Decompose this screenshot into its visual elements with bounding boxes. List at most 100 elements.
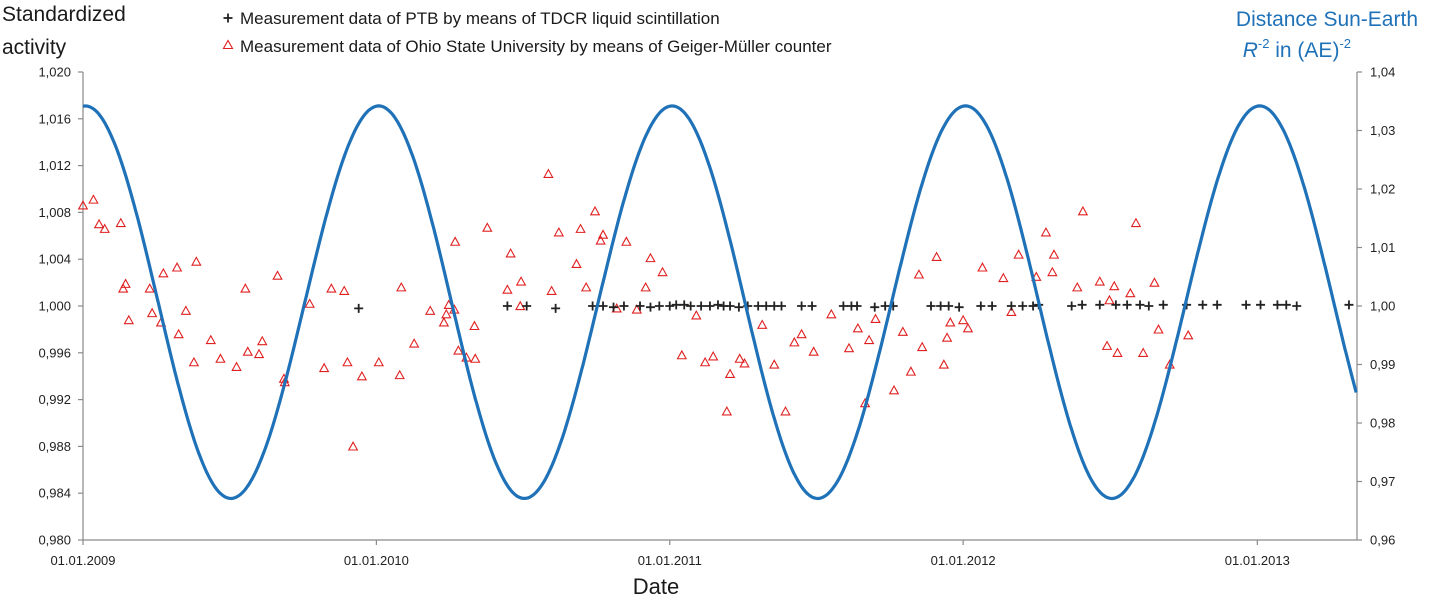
data-point-ohio [962,322,974,333]
y2-tick-label: 0,99 [1370,357,1395,372]
data-point-ohio [1130,217,1142,228]
data-point-ohio [780,405,791,416]
y2-tick-label: 0,96 [1370,533,1395,548]
data-point-ohio [789,336,800,347]
data-point-ptb [635,301,645,311]
y-tick-label: 1,008 [38,205,71,220]
legend-ohio-marker [222,39,234,50]
data-point-ptb [1144,301,1154,311]
data-point-ohio [117,283,129,293]
data-point-ohio [957,314,969,325]
data-point-ohio [469,320,480,331]
y2-tick-label: 1,03 [1370,123,1395,138]
data-point-ptb [1028,301,1038,311]
data-point-ohio [1006,306,1017,317]
data-point-ohio [734,353,745,363]
data-point-ohio [580,281,592,292]
y2-axis-title-r: R [1243,39,1258,62]
data-point-ohio [318,362,330,373]
data-point-ptb [671,300,681,310]
data-point-ptb [551,303,561,313]
data-point-ohio [888,384,900,395]
data-point-ptb [1281,300,1291,310]
data-point-ohio [913,269,925,279]
data-point-ohio [257,335,268,346]
data-point-ohio [123,314,135,325]
y-axis-title-line1: Standardized [2,3,126,26]
data-point-ptb [880,301,890,311]
data-point-ohio [188,356,200,367]
data-point-ohio [870,313,881,324]
y2-tick-label: 0,97 [1370,474,1395,489]
data-point-ohio [657,266,668,277]
data-point-ohio [396,281,407,292]
data-point-ohio [272,270,283,280]
y2-tick-label: 0,98 [1370,416,1395,431]
data-point-ohio [342,356,353,367]
data-point-ohio [253,348,265,359]
data-point-ptb [1067,301,1077,311]
y-tick-label: 1,020 [38,65,71,80]
data-point-ohio [171,262,183,272]
data-point-ohio [721,405,733,416]
legend-ohio-label: Measurement data of Ohio State Universit… [240,37,832,56]
data-point-ohio [1072,281,1083,292]
data-point-ohio [304,298,315,308]
data-point-ohio [1077,205,1089,216]
y-axis-title-line2: activity [2,36,67,59]
y-tick-label: 1,012 [38,158,71,173]
series-ptb [354,300,1354,313]
y-axis-ticks: 0,980 0,984 0,988 0,992 0,996 1,000 1,004 1,008… [38,65,83,548]
y-tick-label: 0,996 [38,345,71,360]
data-point-ohio [977,262,988,272]
y2-axis-title-line1: Distance Sun-Earth [1236,8,1418,31]
data-point-ohio [408,338,420,348]
data-point-ptb [598,301,608,311]
data-point-ohio [826,308,837,319]
data-point-ohio [945,317,956,327]
legend-ptb-marker [223,13,233,23]
data-point-ohio [1040,226,1052,237]
data-point-ptb [1077,300,1087,310]
y2-tick-label: 1,00 [1370,299,1395,314]
data-point-ptb [1111,300,1121,310]
data-point-ohio [356,370,368,381]
y-tick-label: 0,992 [38,392,71,407]
data-point-ptb [838,301,848,311]
data-point-ohio [242,346,254,356]
data-point-ohio [158,267,169,278]
data-point-ohio [231,361,242,371]
data-point-ohio [1048,249,1060,259]
data-point-ohio [1101,340,1113,350]
y-tick-label: 0,988 [38,439,71,454]
data-point-ohio [120,278,131,288]
data-point-ohio [691,310,702,320]
data-point-ptb [870,302,880,312]
sun-earth-distance-line [82,104,1358,501]
data-point-ohio [1125,287,1136,298]
data-point-ohio [441,308,452,319]
data-point-ptb [705,301,715,311]
data-point-ohio [553,226,565,237]
x-tick-label: 01.01.2011 [638,553,702,568]
data-point-ptb [1212,300,1222,310]
data-point-ptb [797,301,807,311]
y-tick-label: 0,980 [38,533,71,548]
data-point-ohio [589,205,601,216]
data-point-ohio [724,368,736,379]
data-point-ptb [1006,301,1016,311]
data-point-ptb [1095,300,1105,310]
data-point-ohio [1137,347,1149,357]
data-point-ptb [1272,300,1282,310]
data-point-ohio [769,359,780,369]
data-point-ohio [1182,329,1194,340]
y-tick-label: 1,004 [38,252,71,267]
data-point-ohio [1153,324,1164,334]
data-point-ohio [916,341,928,352]
y2-axis-ticks: 0,96 0,97 0,98 0,99 1,00 1,01 1,02 1,03 1,04 [1357,65,1395,548]
data-point-ptb [1198,300,1208,310]
data-point-ptb [1241,300,1251,310]
y2-axis-title-sup2: -2 [1339,36,1351,51]
data-point-ptb [679,300,689,310]
